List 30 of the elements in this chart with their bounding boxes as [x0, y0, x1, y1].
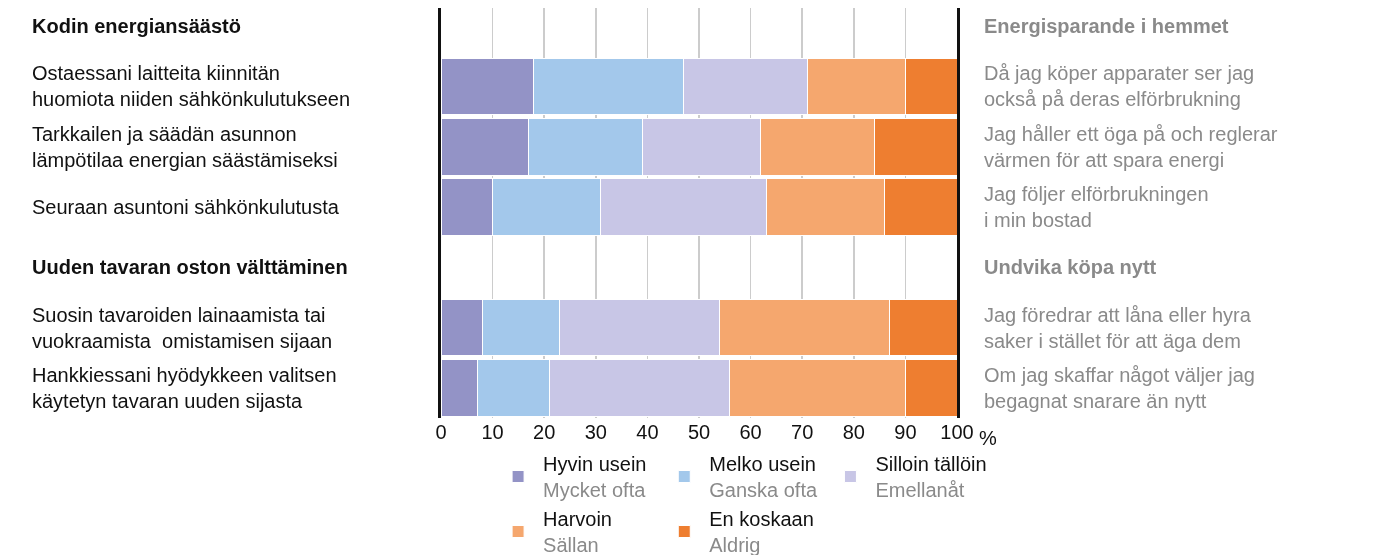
text: Jag håller ett öga på och reglerar värmen för att spara energi: [984, 123, 1278, 171]
x-tick-label: 20: [533, 421, 556, 443]
y-tick-label: Tarkkailen ja säädän asunnon lämpötilaa energian säästämiseksi: [32, 123, 338, 171]
x-axis-title: %: [979, 427, 997, 449]
x-tick-label: 10: [481, 421, 504, 443]
y-tick-label: Seuraan asuntoni sähkönkulutusta: [32, 196, 340, 218]
text: Då jag köper apparater ser jag också på deras elförbrukning: [984, 62, 1255, 110]
text: Jag föredrar att låna eller hyra saker i stället för att äga dem: [984, 304, 1252, 352]
x-tick-label: 50: [687, 421, 711, 443]
text: Jag följer elförbrukningen i min bostad: [984, 183, 1209, 231]
text: Energisparande i hemmet: [984, 15, 1229, 37]
legend-label: Hyvin usein Mycket ofta: [543, 453, 647, 502]
text: Om jag skaffar något väljer jag begagnat snarare än nytt: [984, 364, 1255, 412]
x-tick-label: 70: [791, 421, 814, 443]
y-tick-label: Suosin tavaroiden lainaamista tai vuokraamista omistamisen sijaan: [32, 304, 333, 352]
x-tick-label: 40: [636, 421, 659, 443]
x-tick-label: 100: [940, 421, 974, 443]
y-tick-label: Ostaessani laitteita kiinnitän huomiota niiden sähkönkulutukseen: [32, 62, 350, 110]
legend-label: Harvoin Sällan: [543, 508, 612, 555]
x-tick-label: 60: [739, 421, 762, 443]
y-tick-label: Hankkiessani hyödykkeen valitsen käytetyn tavaran uuden sijasta: [32, 364, 337, 412]
text: Undvika köpa nytt: [984, 256, 1157, 278]
y-tick-label: Kodin energiansäästö: [32, 15, 241, 37]
x-tick-label: 80: [842, 421, 865, 443]
legend-label: Melko usein Ganska ofta: [709, 453, 818, 502]
y-tick-label: Uuden tavaran oston välttäminen: [32, 256, 348, 278]
x-tick-label: 90: [894, 421, 917, 443]
legend-label: Silloin tällöin Emellanåt: [875, 453, 987, 502]
x-tick-label: 0: [435, 421, 447, 443]
x-tick-label: 30: [584, 421, 607, 443]
